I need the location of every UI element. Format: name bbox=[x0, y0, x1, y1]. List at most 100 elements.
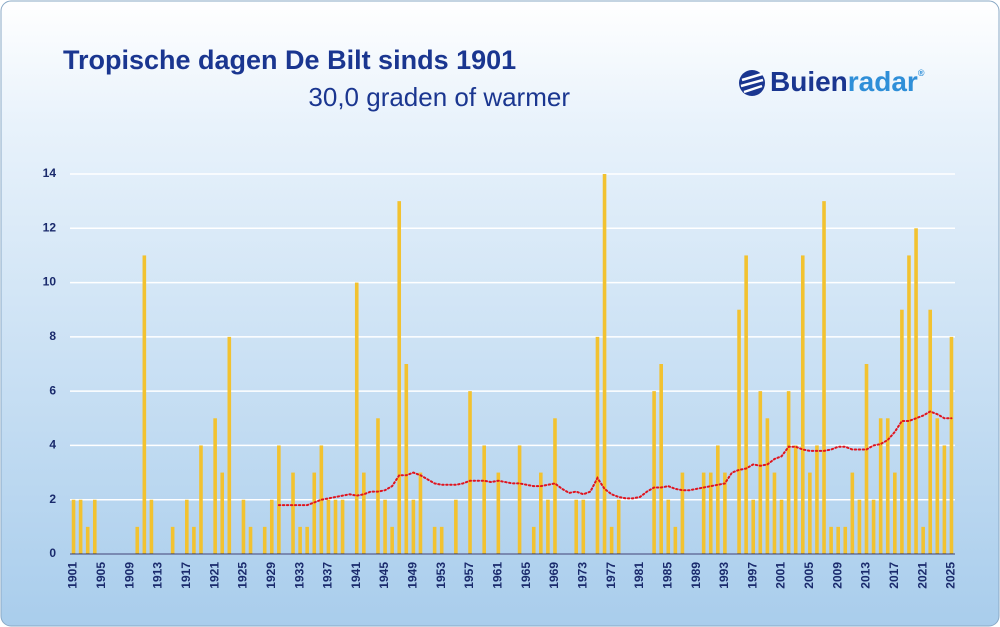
bar bbox=[277, 445, 281, 554]
x-tick-label: 1941 bbox=[349, 562, 363, 589]
x-tick-label: 2001 bbox=[774, 562, 788, 589]
bar bbox=[220, 472, 225, 554]
bar bbox=[836, 526, 840, 554]
x-tick-label: 1933 bbox=[292, 562, 306, 589]
bar bbox=[340, 499, 345, 554]
bar bbox=[921, 526, 925, 554]
logo-part2: radar bbox=[848, 66, 918, 97]
bar bbox=[864, 364, 869, 554]
bar bbox=[135, 526, 140, 554]
bar bbox=[85, 526, 90, 554]
bar bbox=[708, 472, 713, 554]
bar bbox=[71, 499, 76, 554]
logo-text: Buienradar® bbox=[770, 66, 925, 97]
bar bbox=[581, 499, 586, 554]
x-tick-label: 1993 bbox=[717, 562, 731, 589]
bar bbox=[248, 526, 253, 554]
trend-line bbox=[277, 410, 953, 507]
bar bbox=[354, 282, 359, 554]
bar bbox=[793, 445, 798, 554]
bar bbox=[411, 499, 416, 554]
bar bbox=[779, 499, 784, 554]
bar bbox=[829, 526, 833, 554]
bar bbox=[885, 418, 890, 554]
x-tick-label: 2005 bbox=[802, 562, 816, 589]
x-tick-label: 2025 bbox=[944, 562, 958, 589]
x-tick-label: 2009 bbox=[830, 562, 844, 589]
bar bbox=[751, 499, 756, 554]
bar bbox=[786, 391, 791, 554]
bar bbox=[602, 174, 607, 554]
bar bbox=[808, 472, 812, 554]
y-tick-label: 8 bbox=[49, 329, 56, 343]
x-tick-label: 1981 bbox=[632, 562, 646, 589]
bar bbox=[652, 391, 656, 554]
bar bbox=[383, 499, 387, 554]
bar bbox=[227, 336, 232, 554]
y-tick-label: 2 bbox=[49, 492, 56, 506]
bar bbox=[800, 255, 805, 554]
bar bbox=[900, 309, 904, 554]
bar bbox=[269, 499, 274, 554]
x-tick-label: 1957 bbox=[462, 562, 476, 589]
bar bbox=[595, 336, 600, 554]
bar bbox=[546, 499, 550, 554]
bar bbox=[192, 526, 196, 554]
logo: Buienradar® bbox=[739, 66, 925, 97]
x-tick-label: 1937 bbox=[321, 562, 335, 589]
bar bbox=[574, 499, 579, 554]
x-tick-label: 1965 bbox=[519, 562, 533, 589]
bar bbox=[609, 526, 614, 554]
bar bbox=[468, 391, 472, 554]
logo-mark: ® bbox=[918, 68, 925, 78]
bar bbox=[326, 499, 331, 554]
bar bbox=[305, 526, 309, 554]
bar bbox=[482, 445, 486, 554]
bar bbox=[666, 499, 671, 554]
y-tick-label: 14 bbox=[43, 166, 57, 180]
bar bbox=[893, 472, 897, 554]
bar bbox=[850, 472, 855, 554]
x-tick-label: 1913 bbox=[151, 562, 165, 589]
bar bbox=[397, 201, 402, 554]
bar bbox=[404, 364, 409, 554]
bar bbox=[815, 445, 819, 554]
x-tick-label: 1997 bbox=[745, 562, 759, 589]
x-tick-label: 1969 bbox=[547, 562, 561, 589]
bar bbox=[857, 499, 862, 554]
bar bbox=[822, 201, 826, 554]
x-tick-label: 2013 bbox=[859, 562, 873, 589]
bar bbox=[935, 418, 940, 554]
bar bbox=[871, 499, 876, 554]
bar bbox=[432, 526, 437, 554]
chart-subtitle: 30,0 graden of warmer bbox=[308, 82, 570, 112]
x-tick-label: 1961 bbox=[491, 562, 505, 589]
bar bbox=[213, 418, 217, 554]
x-tick-label: 1901 bbox=[66, 562, 80, 589]
bar bbox=[496, 472, 501, 554]
y-tick-label: 4 bbox=[49, 438, 56, 452]
bar bbox=[907, 255, 911, 554]
bar bbox=[517, 445, 522, 554]
bar bbox=[553, 418, 557, 554]
bar bbox=[659, 364, 663, 554]
bar bbox=[92, 499, 97, 554]
x-tick-label: 1953 bbox=[434, 562, 448, 589]
chart-title: Tropische dagen De Bilt sinds 1901 bbox=[63, 45, 516, 75]
x-tick-label: 1905 bbox=[94, 562, 108, 589]
bar bbox=[680, 472, 685, 554]
bar bbox=[362, 472, 366, 554]
bar bbox=[241, 499, 246, 554]
x-tick-label: 1945 bbox=[377, 562, 391, 589]
bar bbox=[291, 472, 295, 554]
y-tick-label: 10 bbox=[43, 275, 57, 289]
bar bbox=[878, 418, 883, 554]
x-tick-label: 2021 bbox=[915, 562, 929, 589]
bar bbox=[673, 526, 678, 554]
x-tick-label: 2017 bbox=[887, 562, 901, 589]
bar bbox=[390, 526, 394, 554]
bar bbox=[942, 445, 947, 554]
bar bbox=[928, 309, 933, 554]
